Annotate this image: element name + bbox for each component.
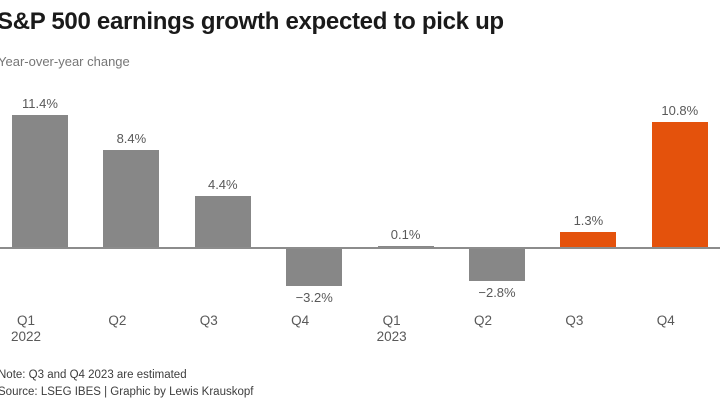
bar-q4-2023: [651, 122, 708, 247]
bar-q2-2023: [469, 249, 525, 282]
bar-value-label: 8.4%: [116, 130, 147, 146]
bar-q4-2022: [286, 249, 343, 287]
bar-q1-2022: [12, 115, 68, 247]
chart-title: S&P 500 earnings growth expected to pick…: [0, 8, 504, 35]
bar-value-label: 10.8%: [661, 103, 699, 119]
bar-q2-2022: [103, 149, 160, 247]
x-tick-label: Q3: [565, 313, 584, 328]
bar-q3-2023: [560, 231, 617, 247]
footer-note: Note: Q3 and Q4 2023 are estimated: [0, 369, 187, 381]
chart-subtitle: Year-over-year change: [0, 54, 130, 69]
x-tick-label: Q4: [656, 313, 675, 328]
x-tick-label: Q2: [473, 313, 492, 328]
bar-value-label: 11.4%: [22, 96, 58, 112]
footer-source: Source: LSEG IBES | Graphic by Lewis Kra…: [0, 386, 254, 398]
bar-q3-2022: [194, 196, 251, 247]
bar-value-label: 0.1%: [390, 226, 421, 242]
bar-value-label: −3.2%: [295, 290, 333, 306]
bar-value-label: −2.8%: [478, 285, 516, 301]
x-tick-label: Q1 2023: [376, 313, 407, 344]
x-tick-label: Q4: [291, 313, 310, 328]
x-tick-label: Q2: [108, 313, 127, 328]
bar-q1-2023: [377, 245, 434, 247]
bar-value-label: 4.4%: [207, 177, 238, 193]
x-tick-label: Q3: [199, 313, 218, 328]
x-axis-line: [0, 247, 720, 249]
x-tick-label: Q1 2022: [10, 313, 42, 344]
bar-value-label: 1.3%: [573, 212, 604, 228]
